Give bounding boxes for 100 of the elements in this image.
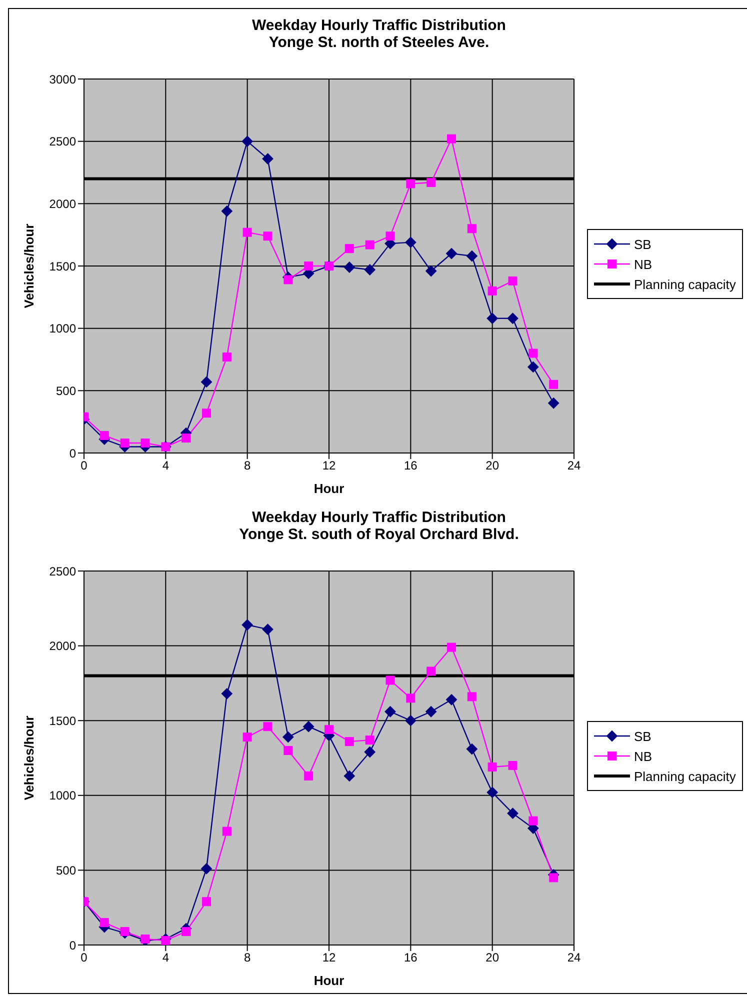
y-tick-label: 2500 [49, 564, 76, 578]
point [284, 275, 293, 284]
point [242, 136, 253, 147]
x-tick-label: 0 [80, 458, 88, 473]
point [447, 642, 456, 652]
point [202, 408, 211, 418]
point [202, 897, 211, 906]
point [140, 438, 150, 448]
point [161, 936, 170, 945]
x-tick-label: 24 [567, 458, 581, 473]
point [384, 706, 396, 718]
y-tick-label: 2000 [49, 196, 76, 211]
point [242, 732, 252, 742]
point [364, 264, 376, 276]
point [426, 666, 436, 676]
point [426, 706, 437, 718]
legend-label: Planning capacity [634, 768, 736, 784]
x-axis-title: Hour [314, 481, 344, 496]
x-tick-label: 4 [162, 950, 170, 965]
point [344, 770, 355, 782]
point [406, 694, 416, 703]
x-tick-label: 16 [404, 950, 418, 965]
point [201, 376, 212, 388]
y-tick-label: 1500 [49, 714, 76, 728]
y-tick-label: 1000 [49, 788, 76, 803]
legend-label: SB [634, 728, 652, 744]
y-tick-label: 1000 [49, 322, 76, 336]
x-tick-label: 0 [80, 950, 88, 965]
point [303, 721, 314, 732]
point [324, 725, 334, 734]
point [365, 736, 374, 745]
legend-label: Planning capacity [634, 276, 736, 292]
point [282, 732, 294, 743]
y-tick-label: 2500 [49, 134, 76, 149]
point [549, 380, 558, 389]
point [406, 179, 416, 188]
x-tick-label: 20 [486, 950, 500, 965]
point [467, 692, 476, 702]
point [446, 248, 457, 260]
point [182, 927, 191, 936]
point [508, 276, 518, 286]
point [304, 771, 314, 780]
x-tick-label: 20 [486, 458, 500, 473]
point [182, 434, 191, 443]
point [242, 619, 253, 630]
x-axis-title: Hour [314, 973, 344, 988]
point [364, 746, 376, 758]
point [405, 715, 416, 726]
point [405, 236, 416, 248]
point [120, 438, 130, 448]
point [386, 676, 395, 685]
chart-title: Weekday Hourly Traffic Distribution Yonge St. north of Steeles Ave. [251, 17, 507, 51]
y-tick-label: 0 [69, 446, 76, 460]
point [488, 762, 497, 772]
y-tick-label: 500 [56, 384, 76, 398]
point [100, 918, 109, 928]
point [507, 808, 518, 819]
x-tick-label: 8 [244, 950, 251, 965]
x-tick-label: 8 [244, 458, 251, 473]
point [262, 153, 274, 164]
point [466, 744, 478, 755]
x-tick-label: 24 [567, 950, 581, 965]
point [426, 178, 436, 187]
point [344, 262, 355, 273]
y-tick-label: 0 [69, 938, 76, 952]
y-tick-label: 1500 [49, 259, 76, 274]
legend-label: NB [634, 256, 652, 272]
point [262, 624, 274, 635]
y-axis-title: Vehicles/hour [22, 716, 37, 800]
x-tick-label: 12 [322, 458, 336, 473]
point [120, 927, 130, 936]
point [201, 863, 212, 874]
point [284, 746, 293, 756]
point [344, 244, 354, 254]
point [221, 206, 232, 217]
point [467, 224, 476, 234]
y-tick-label: 500 [56, 863, 76, 878]
point [365, 240, 374, 250]
y-tick-label: 3000 [49, 72, 76, 86]
point [446, 694, 457, 706]
legend-label: SB [634, 236, 652, 252]
point [528, 816, 538, 826]
chart-title: Weekday Hourly Traffic Distribution Yonge St. south of Royal Orchard Blvd. [238, 509, 520, 543]
point [344, 737, 354, 746]
point [466, 250, 478, 262]
point [222, 352, 232, 362]
point [263, 722, 272, 732]
point [528, 348, 538, 358]
point [548, 398, 560, 409]
x-tick-label: 4 [162, 458, 170, 473]
point [507, 312, 518, 324]
point [486, 312, 498, 324]
point [242, 228, 252, 237]
legend-label: NB [634, 748, 652, 764]
y-axis-title: Vehicles/hour [22, 224, 37, 308]
point [486, 786, 498, 798]
x-tick-label: 12 [322, 950, 336, 965]
point [386, 232, 395, 241]
x-tick-label: 16 [404, 458, 418, 473]
point [488, 286, 497, 296]
